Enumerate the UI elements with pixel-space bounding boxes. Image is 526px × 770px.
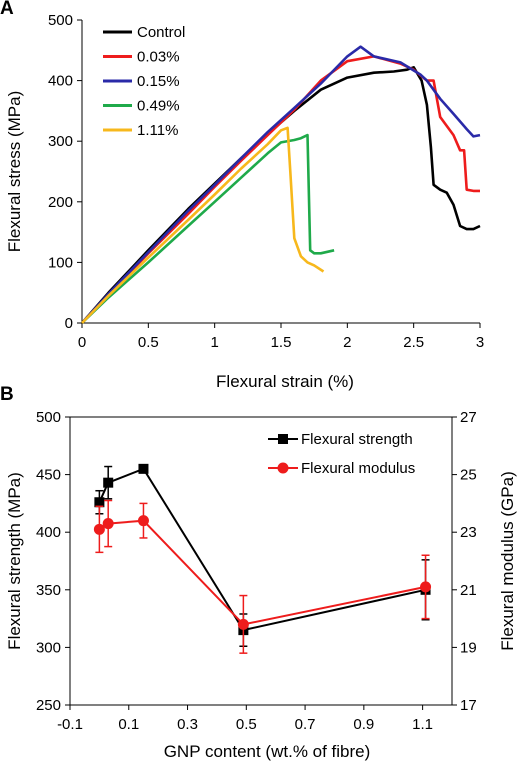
a-legend-label: 0.15% [137,73,180,90]
a-legend-label: 1.11% [137,122,178,139]
b-y2-tick-label: 25 [460,467,477,484]
b-legend-marker [278,434,288,444]
b-legend-label: Flexural modulus [301,460,415,477]
panel-a: A 0 100 200 300 400 500 0 0.5 1 1.5 2 2.5 3 Flexural … [0,0,484,391]
b-x-tick-label: 0.9 [353,716,374,733]
b-data-point-circle [93,523,105,535]
b-series-line-0 [98,467,426,632]
b-x-tick-label: 0.7 [295,716,316,733]
b-legend-marker [277,462,289,474]
b-x-tick-label: 0.3 [177,716,198,733]
b-y-axis-title: Flexural strength (MPa) [5,472,24,650]
b-y2-tick-label: 23 [460,524,477,541]
a-series-line-4 [81,126,325,324]
b-x-tick-label: 1.1 [412,716,433,733]
a-x-tick-label: 0 [78,334,86,351]
b-x-tick-label: -0.1 [57,716,83,733]
a-legend-label: 0.03% [137,49,180,66]
a-x-tick-label: 1.5 [271,334,292,351]
b-series-line-1 [98,519,426,626]
a-x-axis-title: Flexural strain (%) [216,372,354,391]
panel-a-label: A [0,0,14,19]
b-y-tick-label: 400 [36,524,61,541]
b-data-point-circle [102,518,114,530]
b-y-tick-label: 350 [36,582,61,599]
b-data-point-circle [420,581,432,593]
b-x-tick-label: 0.5 [236,716,257,733]
b-data-point-circle [237,618,249,630]
b-x-tick-label: 0.1 [118,716,139,733]
b-data-point-square [138,463,149,474]
b-data-point-square [94,497,105,508]
a-series-line-3 [81,133,335,324]
b-y-tick-label: 450 [36,467,61,484]
b-x-axis-title: GNP content (wt.% of fibre) [164,742,371,761]
a-y-axis-title: Flexural stress (MPa) [5,91,24,253]
b-y2-tick-label: 21 [460,582,477,599]
a-x-tick-label: 3 [476,334,484,351]
a-x-tick-label: 2 [343,334,351,351]
a-y-tick-label: 300 [48,133,73,150]
b-y-tick-label: 300 [36,639,61,656]
a-series-line-1 [81,55,480,324]
b-legend-label: Flexural strength [301,431,413,448]
a-x-tick-label: 2.5 [403,334,424,351]
b-y2-tick-label: 19 [460,639,477,656]
b-y-tick-label: 250 [36,697,61,714]
a-y-tick-label: 200 [48,194,73,211]
panel-b: B 250 300 350 400 450 500 17 19 21 23 25 27 -0.1 0.1 0… [0,384,517,761]
a-series-line-2 [81,45,481,324]
b-y2-tick-label: 27 [460,409,477,426]
a-x-tick-label: 0.5 [138,334,159,351]
a-y-tick-label: 100 [48,254,73,271]
b-data-point-circle [137,515,149,527]
a-y-tick-label: 0 [65,315,73,332]
a-y-tick-label: 400 [48,73,73,90]
a-legend-label: Control [137,24,185,41]
b-y2-tick-label: 17 [460,697,477,714]
b-y2-axis-title: Flexural modulus (GPa) [498,471,517,651]
a-x-tick-label: 1 [210,334,218,351]
panel-b-label: B [0,384,14,405]
b-y-tick-label: 500 [36,409,61,426]
a-y-tick-label: 500 [48,12,73,29]
b-data-point-square [103,477,114,488]
a-legend-label: 0.49% [137,98,180,115]
